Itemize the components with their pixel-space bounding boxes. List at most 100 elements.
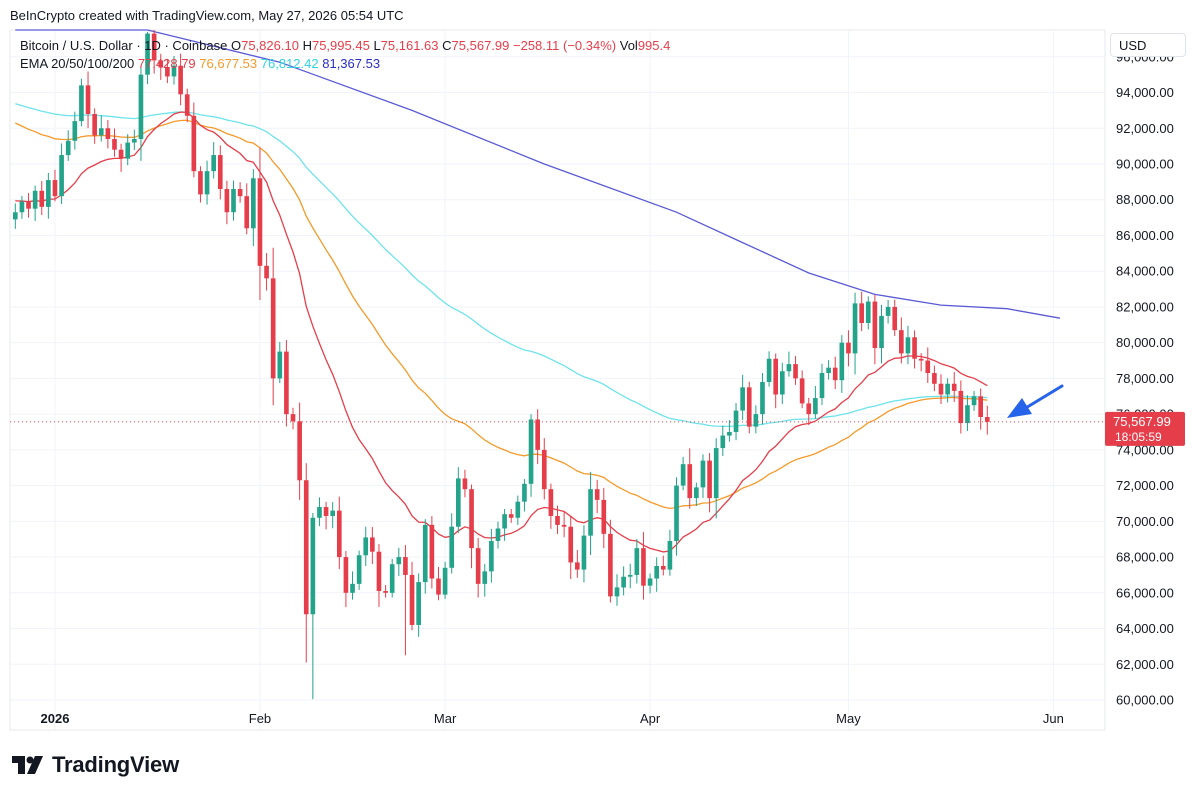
candle-body <box>178 65 183 95</box>
candle <box>793 356 798 385</box>
candle <box>832 356 838 390</box>
candle <box>733 403 739 441</box>
candle <box>872 294 878 365</box>
currency-selector[interactable]: USD <box>1110 33 1186 57</box>
symbol-label[interactable]: Bitcoin / U.S. Dollar · 1D · Coinbase <box>20 38 228 53</box>
candle <box>330 502 336 529</box>
candle <box>971 391 977 411</box>
candle-body <box>647 578 653 586</box>
candle <box>277 341 283 384</box>
high-value: 75,995.45 <box>311 38 370 53</box>
candle <box>892 299 898 337</box>
candle <box>112 128 117 157</box>
candle <box>502 509 507 541</box>
candle <box>363 526 369 566</box>
candle <box>799 370 805 409</box>
candle <box>707 453 712 513</box>
candle-body <box>846 342 851 354</box>
candle <box>687 448 693 509</box>
candle <box>746 381 752 434</box>
candle-body <box>621 576 626 588</box>
candle <box>548 483 554 529</box>
time-axis[interactable]: 2026 Feb Mar Apr May Jun <box>41 711 1064 726</box>
candle <box>938 374 944 405</box>
open-value: 75,826.10 <box>241 38 299 53</box>
ema-label[interactable]: EMA 20/50/100/200 <box>20 56 135 71</box>
candle-body <box>231 189 236 213</box>
candle <box>138 66 144 161</box>
candle <box>945 378 950 403</box>
candle <box>621 566 626 596</box>
candle <box>310 513 316 700</box>
candle <box>535 409 540 464</box>
candle <box>211 142 216 179</box>
candle-body <box>713 448 719 499</box>
candle-body <box>575 562 580 570</box>
candle-body <box>469 489 474 549</box>
candle-body <box>515 501 521 518</box>
candle-body <box>85 85 91 114</box>
candle-body <box>52 180 58 197</box>
candle <box>224 180 230 225</box>
candle <box>978 388 983 430</box>
candle-body <box>151 33 157 61</box>
candle-body <box>528 419 534 484</box>
candle <box>290 407 296 430</box>
candle <box>779 362 785 404</box>
candle-body <box>594 489 600 500</box>
candle <box>918 353 924 372</box>
candle-body <box>984 416 990 422</box>
chart-legend: Bitcoin / U.S. Dollar · 1D · Coinbase O7… <box>20 37 670 73</box>
candle-body <box>429 524 435 579</box>
candle <box>588 471 593 555</box>
candle <box>660 555 666 576</box>
candle <box>449 513 455 574</box>
candle <box>984 405 990 435</box>
candle-body <box>760 381 765 415</box>
candle <box>865 296 871 330</box>
candle-body <box>32 190 38 209</box>
candle-body <box>343 557 349 593</box>
candle-body <box>211 155 216 172</box>
tradingview-logo: TradingView <box>12 752 179 778</box>
candle <box>12 203 18 229</box>
candle-body <box>971 396 977 406</box>
candle <box>85 71 91 129</box>
candle-body <box>905 337 911 354</box>
candle-body <box>707 460 712 499</box>
candle <box>753 405 759 434</box>
candle <box>614 574 620 606</box>
candle-body <box>912 337 917 359</box>
candle-body <box>508 514 514 518</box>
candle <box>912 330 917 369</box>
price-tick-label: 82,000.00 <box>1116 299 1174 314</box>
candle <box>145 31 150 85</box>
vol-label: Vol <box>619 38 638 53</box>
candle-body <box>541 449 547 490</box>
candle-body <box>766 358 772 382</box>
candle-body <box>799 378 805 404</box>
candle <box>105 120 111 149</box>
candle-body <box>323 507 329 516</box>
candle <box>178 53 183 106</box>
candle <box>79 78 84 127</box>
candle <box>674 477 679 556</box>
ema50-value: 76,677.53 <box>199 56 258 71</box>
candle <box>171 55 177 85</box>
candle <box>462 469 468 498</box>
candle <box>343 551 349 608</box>
ema50-line <box>15 119 988 510</box>
candle-body <box>826 367 831 374</box>
candle-body <box>535 419 540 450</box>
price-tick-label: 68,000.00 <box>1116 550 1174 565</box>
price-tick-label: 78,000.00 <box>1116 371 1174 386</box>
candle-body <box>932 373 937 384</box>
candle <box>409 561 415 631</box>
candle <box>469 484 474 569</box>
candle <box>442 561 448 600</box>
price-axis[interactable]: 96,000.0094,000.0092,000.0090,000.0088,0… <box>1105 49 1185 708</box>
candle-body <box>165 67 170 77</box>
change-value: −258.11 (−0.34%) <box>513 38 617 53</box>
candle-body <box>918 358 924 361</box>
